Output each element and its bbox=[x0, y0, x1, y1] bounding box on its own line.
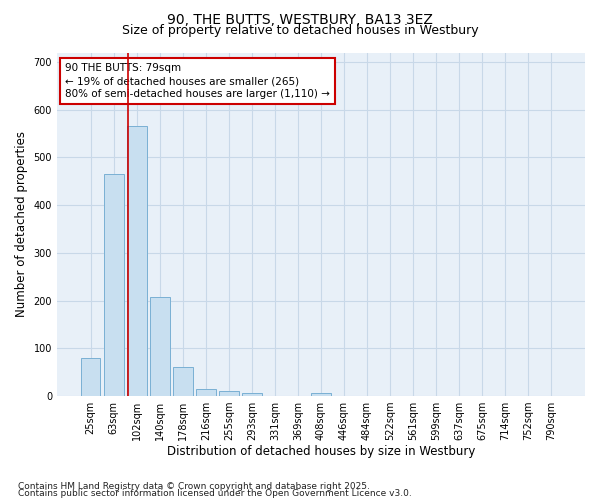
Bar bbox=[196, 389, 215, 396]
Bar bbox=[242, 392, 262, 396]
Text: Size of property relative to detached houses in Westbury: Size of property relative to detached ho… bbox=[122, 24, 478, 37]
Y-axis label: Number of detached properties: Number of detached properties bbox=[15, 131, 28, 317]
Bar bbox=[127, 126, 146, 396]
Bar bbox=[104, 174, 124, 396]
Bar bbox=[311, 392, 331, 396]
Bar bbox=[81, 358, 100, 396]
Bar bbox=[219, 391, 239, 396]
Text: 90, THE BUTTS, WESTBURY, BA13 3EZ: 90, THE BUTTS, WESTBURY, BA13 3EZ bbox=[167, 12, 433, 26]
Text: Contains public sector information licensed under the Open Government Licence v3: Contains public sector information licen… bbox=[18, 490, 412, 498]
Bar bbox=[173, 368, 193, 396]
Bar bbox=[150, 296, 170, 396]
Text: Contains HM Land Registry data © Crown copyright and database right 2025.: Contains HM Land Registry data © Crown c… bbox=[18, 482, 370, 491]
X-axis label: Distribution of detached houses by size in Westbury: Distribution of detached houses by size … bbox=[167, 444, 475, 458]
Text: 90 THE BUTTS: 79sqm
← 19% of detached houses are smaller (265)
80% of semi-detac: 90 THE BUTTS: 79sqm ← 19% of detached ho… bbox=[65, 63, 330, 99]
